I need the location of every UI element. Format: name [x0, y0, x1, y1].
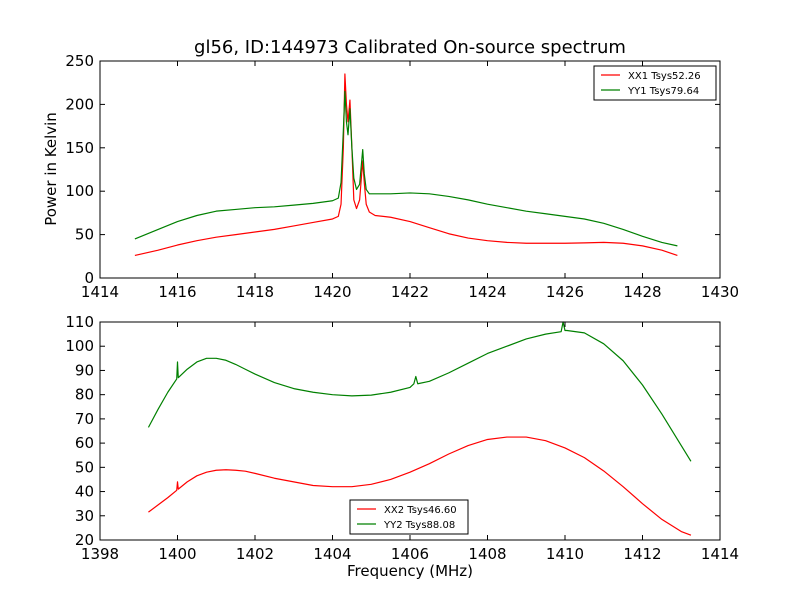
y-tick-label: 80: [75, 386, 94, 404]
x-tick-label: 1406: [391, 545, 429, 563]
y-tick-label: 70: [75, 410, 94, 428]
x-tick-label: 1430: [701, 283, 739, 301]
x-tick-label: 1424: [468, 283, 506, 301]
y-tick-label: 150: [65, 139, 94, 157]
legend-label: YY2 Tsys88.08: [383, 520, 455, 531]
legend: XX2 Tsys46.60 YY2 Tsys88.08: [349, 499, 469, 535]
bottom-panel: 1398 1400 1402 1404 1406 1408 1410 1412 1414 20 30…: [65, 313, 739, 563]
y-tick-label: 20: [75, 531, 94, 549]
y-tick-label: 100: [65, 337, 94, 355]
x-tick-label: 1422: [391, 283, 429, 301]
series-line-2: [147, 321, 692, 462]
series-line-1: [134, 73, 678, 257]
y-tick-label: 30: [75, 507, 94, 525]
legend-label: XX2 Tsys46.60: [384, 505, 457, 516]
y-tick-label: 100: [65, 182, 94, 200]
x-tick-label: 1414: [81, 283, 119, 301]
y-tick-label: 200: [65, 95, 94, 113]
x-tick-label: 1410: [546, 545, 584, 563]
x-tick-label: 1428: [623, 283, 661, 301]
legend-label: YY1 Tsys79.64: [627, 86, 699, 97]
x-tick-label: 1408: [468, 545, 506, 563]
y-tick-label: 0: [84, 269, 94, 287]
series-line-1: [148, 436, 692, 536]
x-tick-label: 1420: [313, 283, 351, 301]
legend: XX1 Tsys52.26 YY1 Tsys79.64: [593, 65, 717, 101]
y-tick-label: 90: [75, 361, 94, 379]
y-tick-label: 60: [75, 434, 94, 452]
legend-label: XX1 Tsys52.26: [628, 71, 701, 82]
legend-box: [593, 65, 717, 101]
y-tick-label: 50: [75, 458, 94, 476]
y-tick-label: 110: [65, 313, 94, 331]
x-tick-label: 1398: [81, 545, 119, 563]
x-tick-label: 1402: [236, 545, 274, 563]
y-axis-title: Power in Kelvin: [42, 112, 60, 226]
chart-title: gl56, ID:144973 Calibrated On-source spe…: [194, 37, 626, 58]
x-axis-title: Frequency (MHz): [347, 562, 473, 580]
x-tick-label: 1418: [236, 283, 274, 301]
x-tick-label: 1426: [546, 283, 584, 301]
series-line-2: [134, 90, 678, 247]
y-tick-label: 50: [75, 226, 94, 244]
x-tick-label: 1404: [313, 545, 351, 563]
legend-box: [349, 499, 469, 535]
x-tick-label: 1414: [701, 545, 739, 563]
x-tick-label: 1400: [158, 545, 196, 563]
y-tick-label: 250: [65, 52, 94, 70]
y-tick-label: 40: [75, 483, 94, 501]
x-tick-label: 1416: [158, 283, 196, 301]
x-tick-label: 1412: [623, 545, 661, 563]
top-panel: 1414 1416 1418 1420 1422 1424 1426 1428 1430 0 50 1…: [65, 52, 739, 301]
